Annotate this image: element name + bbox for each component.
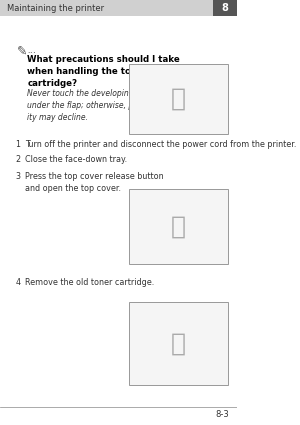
Text: 3: 3 bbox=[15, 172, 20, 181]
Text: 4: 4 bbox=[15, 278, 20, 287]
Text: Never touch the developing roller
under the flap; otherwise, print qual-
ity may: Never touch the developing roller under … bbox=[27, 89, 168, 122]
Text: Maintaining the printer: Maintaining the printer bbox=[7, 3, 104, 13]
Text: ...: ... bbox=[27, 45, 37, 56]
FancyBboxPatch shape bbox=[129, 302, 228, 385]
Text: ✎: ✎ bbox=[16, 45, 27, 58]
FancyBboxPatch shape bbox=[213, 0, 237, 16]
Text: 🖨: 🖨 bbox=[171, 87, 186, 111]
Text: 8-3: 8-3 bbox=[216, 410, 230, 419]
Text: 8: 8 bbox=[221, 3, 228, 13]
FancyBboxPatch shape bbox=[0, 0, 237, 16]
Text: 🖨: 🖨 bbox=[171, 214, 186, 238]
Text: 2: 2 bbox=[15, 155, 20, 164]
FancyBboxPatch shape bbox=[129, 189, 228, 264]
FancyBboxPatch shape bbox=[129, 64, 228, 134]
Text: 1: 1 bbox=[15, 140, 20, 149]
Text: Close the face-down tray.: Close the face-down tray. bbox=[25, 155, 127, 164]
Text: What precautions should I take
when handling the toner
cartridge?: What precautions should I take when hand… bbox=[27, 55, 180, 88]
Text: Turn off the printer and disconnect the power cord from the printer.: Turn off the printer and disconnect the … bbox=[25, 140, 296, 149]
Text: 🖨: 🖨 bbox=[171, 331, 186, 355]
Text: Remove the old toner cartridge.: Remove the old toner cartridge. bbox=[25, 278, 154, 287]
Text: Press the top cover release button
and open the top cover.: Press the top cover release button and o… bbox=[25, 172, 164, 193]
